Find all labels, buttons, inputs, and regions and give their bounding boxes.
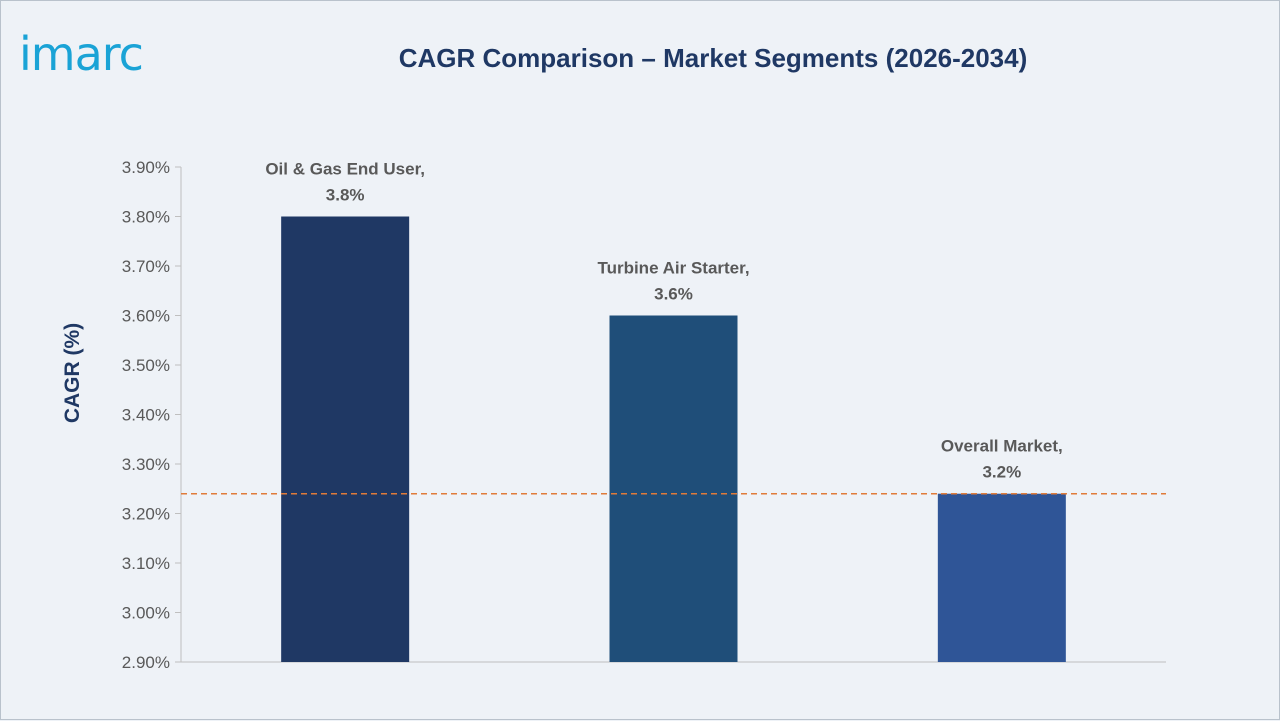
data-labels: Oil & Gas End User, 3.8% Turbine Air Start… — [265, 160, 1062, 482]
bars — [281, 216, 1066, 662]
y-tick-label: 3.40% — [122, 406, 170, 425]
y-tick-label: 2.90% — [122, 653, 170, 672]
bar-overall-market — [937, 493, 1066, 662]
data-label-category: Oil & Gas End User, — [265, 160, 425, 179]
y-tick-label: 3.30% — [122, 455, 170, 474]
y-tick-label: 3.90% — [122, 158, 170, 177]
bar-oil-gas-end-user — [281, 216, 410, 662]
axes: 2.90% 3.00% 3.10% 3.20% 3.30% 3.40% 3.50% 3.60%… — [122, 158, 1166, 672]
data-label-value: 3.8% — [326, 186, 365, 205]
y-tick-label: 3.70% — [122, 257, 170, 276]
y-tick-label: 3.80% — [122, 208, 170, 227]
data-label-value: 3.6% — [654, 285, 693, 304]
data-label-value: 3.2% — [982, 463, 1021, 482]
y-tick-label: 3.20% — [122, 505, 170, 524]
y-tick-label: 3.60% — [122, 307, 170, 326]
chart-title: CAGR Comparison – Market Segments (2026-… — [398, 43, 1028, 73]
y-tick-label: 3.10% — [122, 554, 170, 573]
data-label-category: Turbine Air Starter, — [597, 259, 749, 278]
y-tick-label: 3.50% — [122, 356, 170, 375]
bar-turbine-air-starter — [609, 315, 738, 662]
data-label-category: Overall Market, — [941, 437, 1063, 456]
imarc-logo: imarc — [19, 27, 144, 81]
y-tick-label: 3.00% — [122, 604, 170, 623]
